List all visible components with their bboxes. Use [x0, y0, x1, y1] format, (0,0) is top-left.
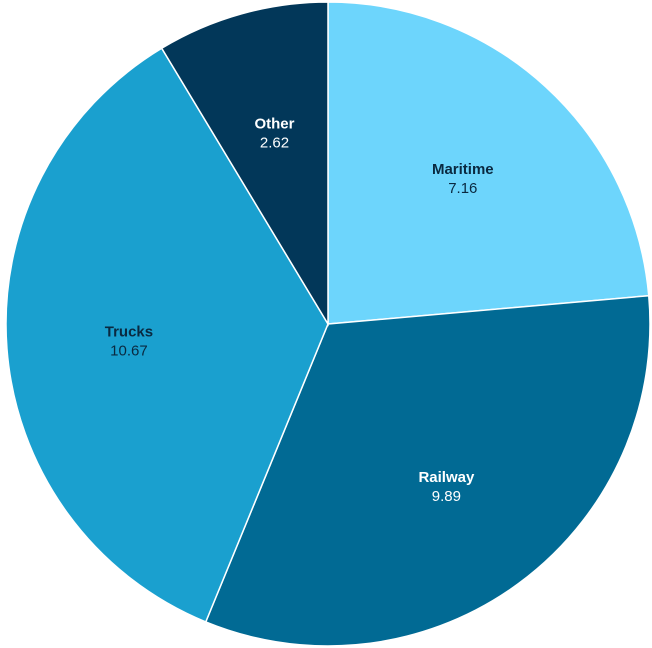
slice-other[interactable]	[160, 1, 329, 327]
slice-label-maritime: Maritime	[432, 161, 494, 178]
slice-label-trucks: Trucks	[105, 323, 153, 340]
slice-label-other: Other	[254, 116, 294, 133]
slice-value-trucks: 10.67	[110, 342, 148, 359]
slice-maritime[interactable]	[327, 1, 650, 325]
pie-slices	[5, 1, 651, 647]
slice-value-maritime: 7.16	[448, 180, 477, 197]
pie-labels: Maritime 7.16 Railway 9.89 Trucks 10.67 Other 2…	[105, 116, 494, 505]
slice-value-railway: 9.89	[432, 488, 461, 505]
slice-value-other: 2.62	[260, 135, 289, 152]
slice-railway[interactable]	[204, 294, 651, 647]
slice-label-railway: Railway	[418, 469, 475, 486]
